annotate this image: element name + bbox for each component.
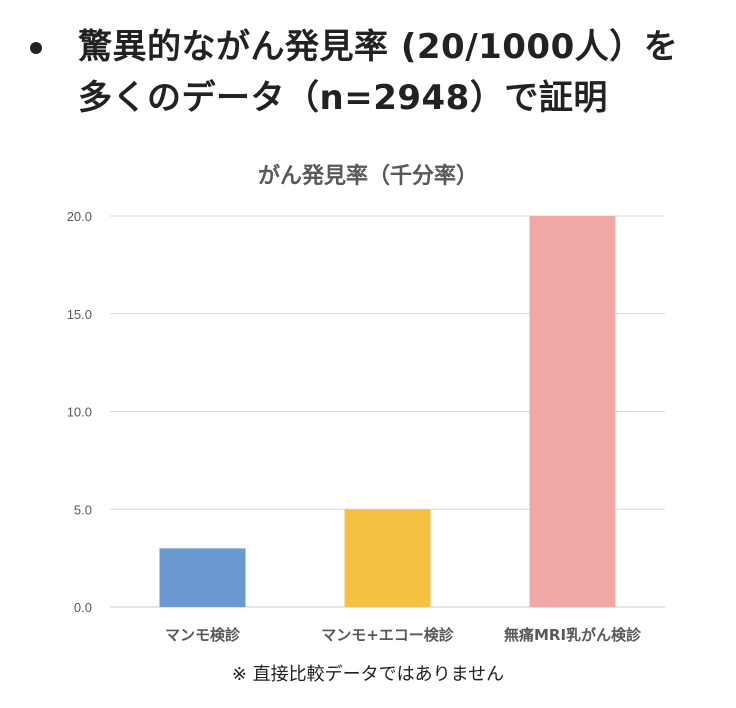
x-tick-label: マンモ+エコー検診 — [321, 626, 455, 644]
y-tick-label: 0.0 — [74, 600, 92, 615]
y-tick-label: 15.0 — [67, 307, 92, 322]
bar — [159, 548, 246, 607]
bullet-dot-icon — [30, 42, 42, 54]
x-tick-label: マンモ検診 — [165, 626, 241, 644]
footnote: ※ 直接比較データではありません — [231, 664, 505, 685]
headline: 驚異的ながん発見率 (20/1000人）を 多くのデータ（n=2948）で証明 — [30, 22, 720, 124]
y-tick-label: 10.0 — [67, 405, 92, 420]
y-tick-label: 5.0 — [74, 502, 92, 517]
headline-line-1: 驚異的ながん発見率 (20/1000人）を — [78, 27, 679, 67]
chart-title: がん発見率（千分率） — [257, 164, 478, 189]
bar — [529, 216, 616, 607]
bar — [344, 509, 431, 607]
y-tick-label: 20.0 — [67, 209, 92, 224]
x-tick-label: 無痛MRI乳がん検診 — [504, 626, 642, 644]
headline-line-2: 多くのデータ（n=2948）で証明 — [78, 78, 608, 118]
headline-text: 驚異的ながん発見率 (20/1000人）を 多くのデータ（n=2948）で証明 — [78, 22, 720, 124]
